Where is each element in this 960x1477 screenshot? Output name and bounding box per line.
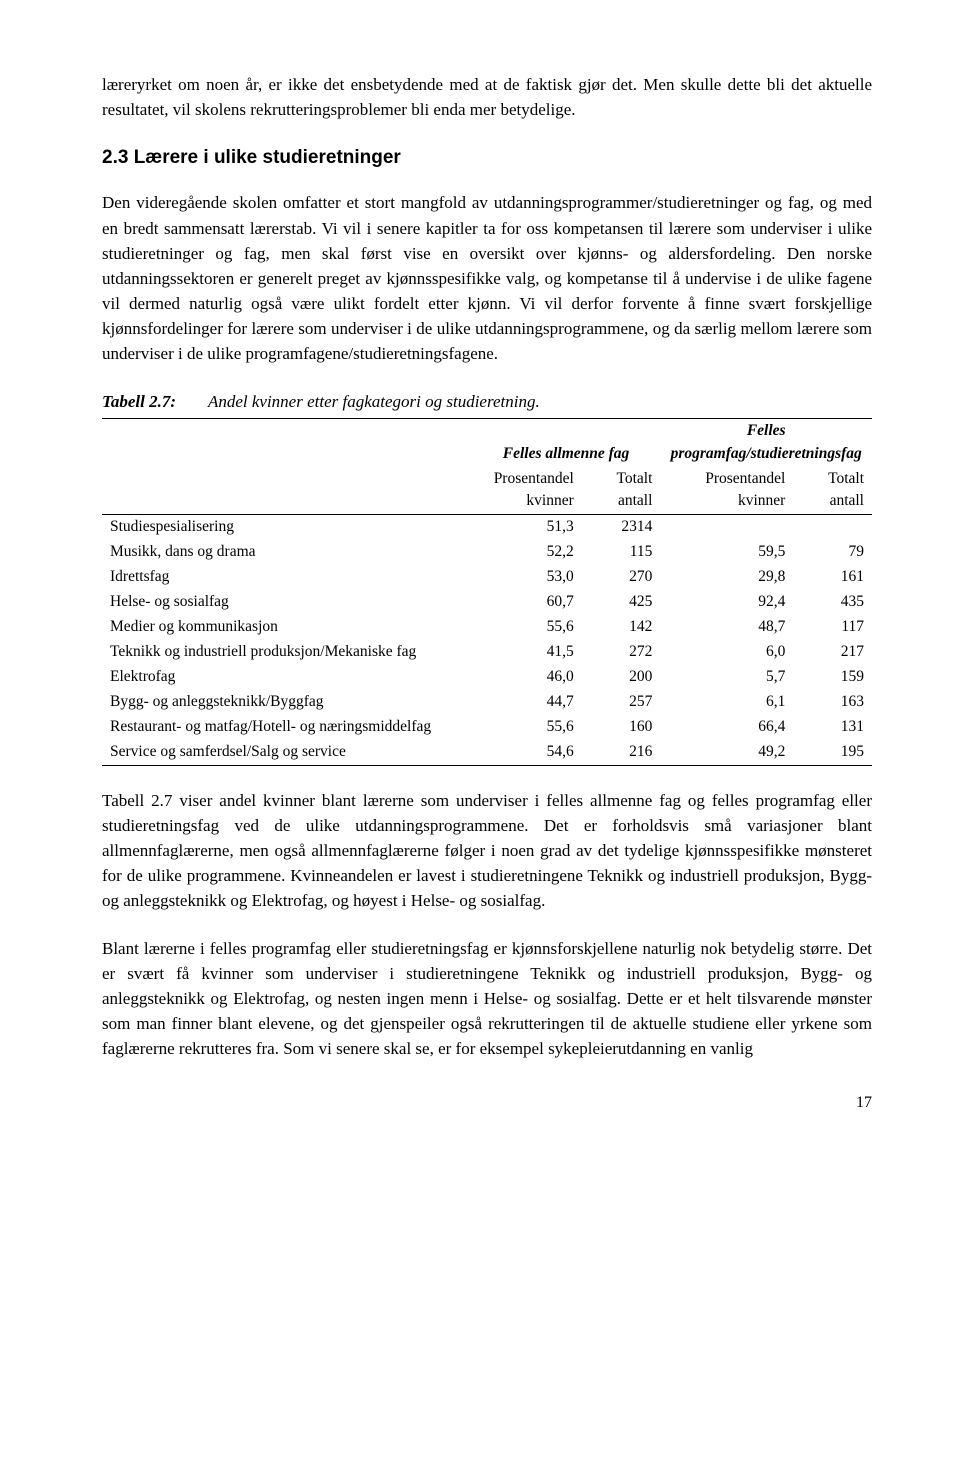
cell-value: 66,4: [660, 715, 793, 740]
row-label: Idrettsfag: [102, 565, 472, 590]
table-row: Bygg- og anleggsteknikk/Byggfag44,72576,…: [102, 690, 872, 715]
cell-value: 51,3: [472, 515, 582, 540]
row-label: Studiespesialisering: [102, 515, 472, 540]
col-header-pct1: Prosentandel kvinner: [472, 467, 582, 515]
cell-value: 270: [582, 565, 661, 590]
cell-value: 195: [793, 740, 872, 765]
section-paragraph: Den videregående skolen omfatter et stor…: [102, 190, 872, 366]
row-label: Bygg- og anleggsteknikk/Byggfag: [102, 690, 472, 715]
page-number: 17: [102, 1091, 872, 1115]
col-header-n2: Totalt antall: [793, 467, 872, 515]
row-label: Restaurant- og matfag/Hotell- og nærings…: [102, 715, 472, 740]
table-row: Restaurant- og matfag/Hotell- og nærings…: [102, 715, 872, 740]
table-row: Idrettsfag53,027029,8161: [102, 565, 872, 590]
table-row: Helse- og sosialfag60,742592,4435: [102, 590, 872, 615]
cell-value: 54,6: [472, 740, 582, 765]
cell-value: 6,1: [660, 690, 793, 715]
cell-value: 46,0: [472, 665, 582, 690]
after-paragraph-1: Tabell 2.7 viser andel kvinner blant lær…: [102, 788, 872, 914]
row-label: Service og samferdsel/Salg og service: [102, 740, 472, 765]
table-row: Studiespesialisering51,32314: [102, 515, 872, 540]
row-label: Medier og kommunikasjon: [102, 615, 472, 640]
cell-value: 257: [582, 690, 661, 715]
table-caption: Tabell 2.7: Andel kvinner etter fagkateg…: [102, 389, 872, 414]
cell-value: 52,2: [472, 540, 582, 565]
cell-value: 217: [793, 640, 872, 665]
cell-value: 29,8: [660, 565, 793, 590]
cell-value: 142: [582, 615, 661, 640]
cell-value: 115: [582, 540, 661, 565]
cell-value: 216: [582, 740, 661, 765]
cell-value: 435: [793, 590, 872, 615]
section-heading: 2.3 Lærere i ulike studieretninger: [102, 144, 872, 172]
table-row: Teknikk og industriell produksjon/Mekani…: [102, 640, 872, 665]
table-row: Service og samferdsel/Salg og service54,…: [102, 740, 872, 765]
cell-value: 425: [582, 590, 661, 615]
row-label: Helse- og sosialfag: [102, 590, 472, 615]
after-paragraph-2: Blant lærerne i felles programfag eller …: [102, 936, 872, 1062]
cell-value: 48,7: [660, 615, 793, 640]
cell-value: 92,4: [660, 590, 793, 615]
cell-value: 2314: [582, 515, 661, 540]
row-label: Teknikk og industriell produksjon/Mekani…: [102, 640, 472, 665]
row-label: Elektrofag: [102, 665, 472, 690]
cell-value: 131: [793, 715, 872, 740]
table-2-7: Felles allmenne fag Felles programfag/st…: [102, 418, 872, 766]
cell-value: 163: [793, 690, 872, 715]
col-group-2: Felles programfag/studieretningsfag: [660, 418, 872, 466]
cell-value: 53,0: [472, 565, 582, 590]
cell-value: 5,7: [660, 665, 793, 690]
cell-value: 79: [793, 540, 872, 565]
cell-value: 161: [793, 565, 872, 590]
col-header-n1: Totalt antall: [582, 467, 661, 515]
cell-value: 55,6: [472, 615, 582, 640]
cell-value: [793, 515, 872, 540]
col-group-1: Felles allmenne fag: [472, 418, 661, 466]
cell-value: 200: [582, 665, 661, 690]
cell-value: 159: [793, 665, 872, 690]
cell-value: 41,5: [472, 640, 582, 665]
cell-value: 272: [582, 640, 661, 665]
table-row: Medier og kommunikasjon55,614248,7117: [102, 615, 872, 640]
cell-value: 59,5: [660, 540, 793, 565]
intro-paragraph: læreryrket om noen år, er ikke det ensbe…: [102, 72, 872, 122]
cell-value: 117: [793, 615, 872, 640]
table-row: Elektrofag46,02005,7159: [102, 665, 872, 690]
cell-value: 6,0: [660, 640, 793, 665]
cell-value: 60,7: [472, 590, 582, 615]
cell-value: 55,6: [472, 715, 582, 740]
cell-value: 44,7: [472, 690, 582, 715]
row-label: Musikk, dans og drama: [102, 540, 472, 565]
cell-value: [660, 515, 793, 540]
table-caption-text: Andel kvinner etter fagkategori og studi…: [208, 392, 540, 411]
cell-value: 49,2: [660, 740, 793, 765]
table-row: Musikk, dans og drama52,211559,579: [102, 540, 872, 565]
cell-value: 160: [582, 715, 661, 740]
col-header-pct2: Prosentandel kvinner: [660, 467, 793, 515]
table-caption-label: Tabell 2.7:: [102, 389, 204, 414]
